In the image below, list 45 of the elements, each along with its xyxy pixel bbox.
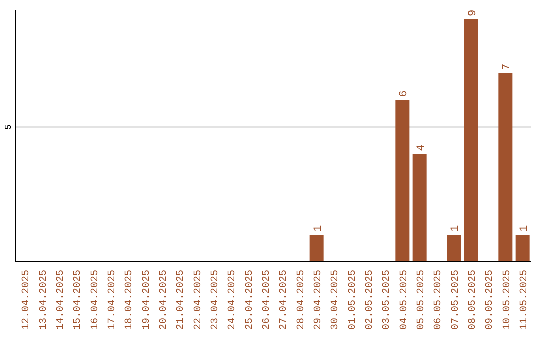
bar: [310, 235, 324, 262]
x-tick-label: 28.04.2025: [296, 270, 308, 330]
x-tick-label: 14.04.2025: [56, 270, 67, 330]
x-tick-label: 24.04.2025: [228, 270, 239, 330]
bar: [447, 235, 462, 262]
x-tick-label: 18.04.2025: [124, 270, 136, 330]
bar: [516, 235, 530, 262]
x-tick-label: 10.05.2025: [502, 270, 514, 330]
x-tick-label: 20.04.2025: [158, 270, 170, 330]
x-tick-label: 13.04.2025: [38, 270, 50, 330]
x-tick-label: 03.05.2025: [382, 270, 394, 330]
data-label: 1: [518, 225, 531, 232]
data-label: 6: [398, 90, 411, 98]
x-tick-label: 17.04.2025: [107, 270, 118, 330]
x-tick-label: 19.04.2025: [142, 270, 153, 330]
x-tick-label: 02.05.2025: [364, 270, 376, 330]
data-label: 1: [312, 225, 325, 232]
x-tick-label: 22.04.2025: [193, 270, 204, 330]
x-tick-label: 06.05.2025: [434, 270, 445, 330]
x-tick-label: 12.04.2025: [22, 270, 33, 330]
bar: [412, 154, 427, 262]
bar: [396, 100, 410, 262]
x-tick-label: 23.04.2025: [210, 270, 222, 330]
x-tick-label: 15.04.2025: [73, 270, 84, 330]
x-tick-label: 21.04.2025: [176, 270, 188, 330]
x-tick-label: 29.04.2025: [313, 270, 324, 330]
data-label: 4: [416, 144, 428, 152]
bar: [498, 73, 513, 262]
x-tick-label: 05.05.2025: [416, 270, 428, 330]
x-tick-label: 09.05.2025: [485, 270, 496, 330]
x-tick-label: 26.04.2025: [262, 270, 273, 330]
x-tick-label: 07.05.2025: [450, 270, 462, 330]
x-tick-label: 27.04.2025: [279, 270, 290, 330]
bar: [464, 19, 478, 262]
data-label: 1: [450, 225, 462, 232]
x-tick-label: 01.05.2025: [348, 270, 359, 330]
x-tick-label: 16.04.2025: [90, 270, 102, 330]
y-tick-label: 5: [4, 124, 14, 130]
x-tick-label: 30.04.2025: [330, 270, 342, 330]
x-tick-label: 25.04.2025: [244, 270, 256, 330]
x-tick-label: 11.05.2025: [519, 270, 530, 330]
data-label: 9: [467, 10, 480, 16]
x-tick-label: 04.05.2025: [399, 270, 410, 330]
data-label: 7: [502, 64, 514, 70]
x-tick-label: 08.05.2025: [468, 270, 479, 330]
